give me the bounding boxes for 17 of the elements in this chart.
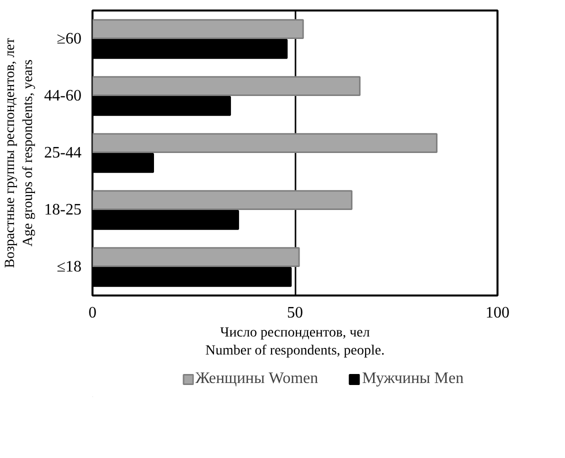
bar bbox=[92, 76, 361, 96]
x-tick-label: 50 bbox=[287, 304, 303, 322]
x-tick-label: 100 bbox=[486, 304, 510, 322]
legend-label: Мужчины Men bbox=[362, 370, 464, 388]
y-tick-label: 44-60 bbox=[44, 88, 82, 104]
bar bbox=[92, 133, 438, 153]
y-tick-label: 25-44 bbox=[44, 144, 82, 162]
y-tick-label: ≥60 bbox=[56, 30, 82, 48]
bar bbox=[92, 247, 300, 267]
y-axis-title: Возрастные группы респондентов, лет Age groups of respondents, years bbox=[3, 38, 36, 268]
y-tick-label: ≤18 bbox=[56, 258, 82, 276]
bar bbox=[92, 19, 304, 39]
bar bbox=[92, 190, 352, 210]
x-axis-title: Число респондентов, чел Number of respondents, people. bbox=[205, 326, 385, 358]
legend-label: Женщины Women bbox=[195, 370, 318, 388]
y-tick-label: 18-25 bbox=[44, 202, 82, 218]
x-tick-label: 0 bbox=[88, 304, 96, 322]
